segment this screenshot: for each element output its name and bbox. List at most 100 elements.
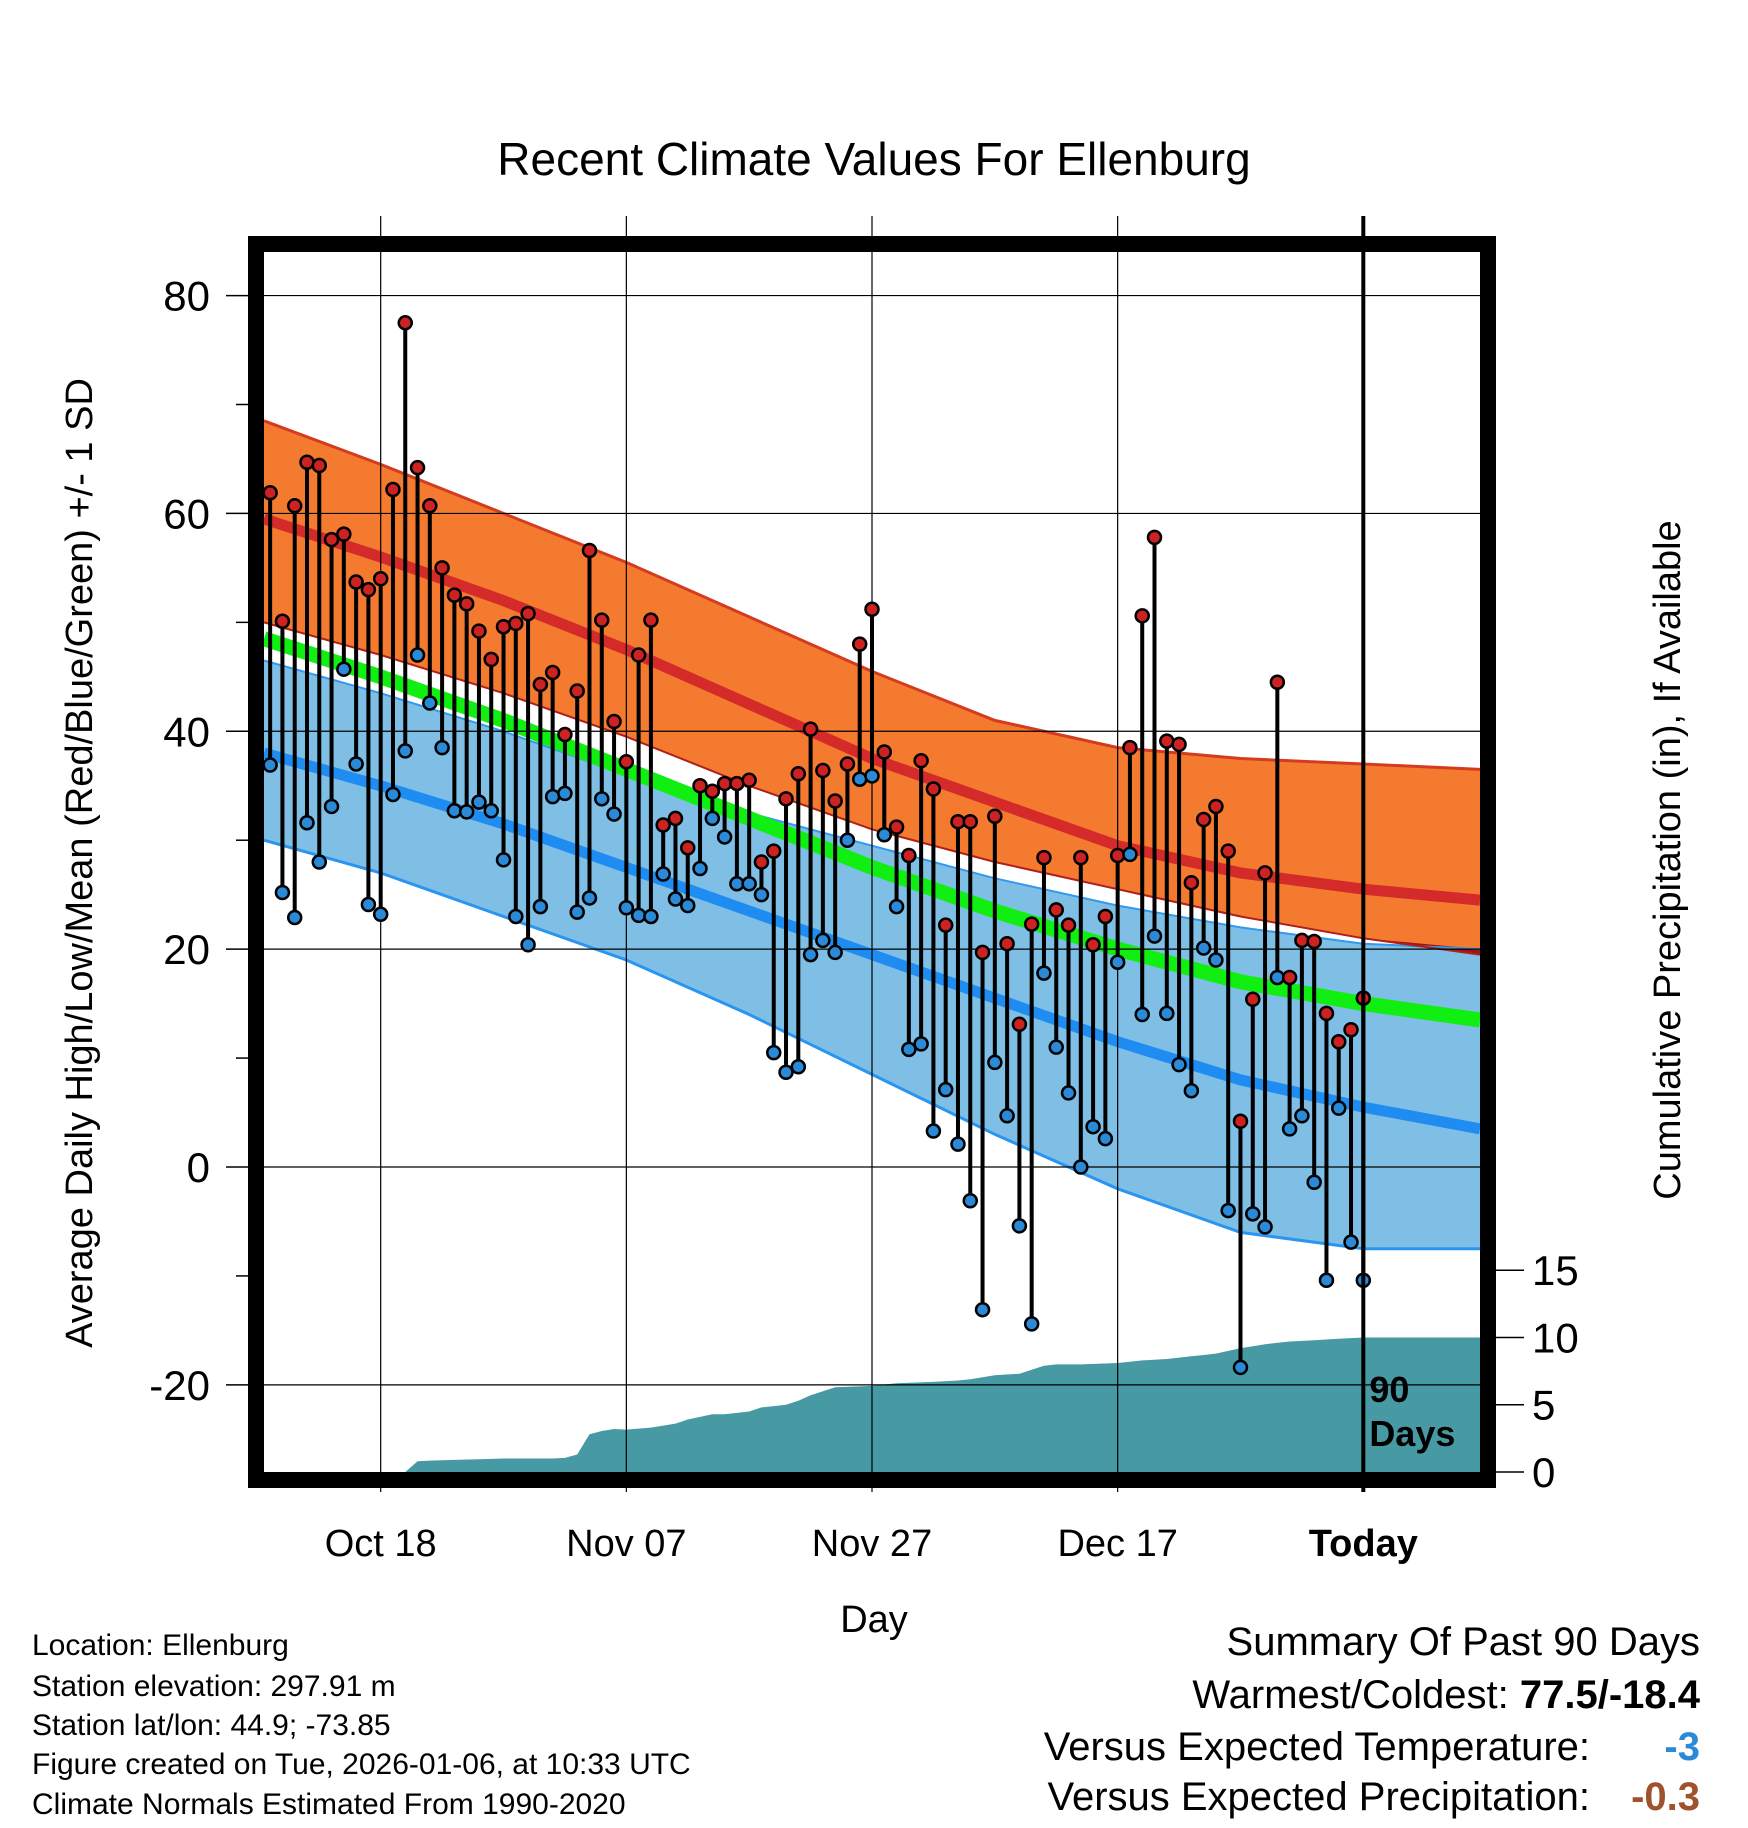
- plot-frame: [248, 236, 1496, 1488]
- daily-high-point: [1306, 933, 1322, 950]
- daily-low-point: [1318, 1272, 1335, 1289]
- daily-high-point: [1011, 1016, 1028, 1033]
- daily-high-point: [839, 756, 856, 772]
- daily-low-point: [458, 804, 475, 820]
- info-elevation: Station elevation: 297.91 m: [32, 1670, 396, 1703]
- daily-high-point: [901, 847, 917, 864]
- x-tick-label: Nov 07: [566, 1523, 686, 1565]
- daily-high-point: [397, 315, 414, 331]
- daily-low-point: [495, 852, 512, 868]
- daily-low-point: [827, 944, 843, 961]
- daily-high-point: [1318, 1005, 1335, 1022]
- daily-low-point: [864, 768, 880, 784]
- daily-low-point: [876, 827, 893, 843]
- daily-low-point: [753, 886, 770, 903]
- daily-low-point: [422, 695, 438, 711]
- daily-high-point: [1073, 849, 1089, 866]
- daily-high-point: [1146, 529, 1163, 546]
- daily-low-point: [1171, 1056, 1187, 1073]
- daily-low-point: [913, 1036, 929, 1052]
- today-days-label-2: Days: [1369, 1413, 1455, 1454]
- daily-low-point: [385, 786, 401, 803]
- daily-low-point: [532, 898, 549, 915]
- daily-low-point: [581, 890, 598, 906]
- daily-low-point: [409, 647, 426, 663]
- daily-low-point: [1183, 1083, 1200, 1099]
- daily-low-point: [569, 904, 585, 920]
- daily-low-point: [1023, 1316, 1040, 1332]
- daily-high-point: [778, 791, 794, 807]
- daily-high-point: [274, 613, 291, 630]
- daily-high-point: [888, 819, 905, 835]
- daily-high-point: [544, 664, 561, 681]
- daily-high-point: [851, 636, 868, 652]
- daily-high-point: [1195, 811, 1212, 828]
- daily-high-point: [643, 612, 659, 628]
- daily-high-point: [962, 813, 979, 830]
- daily-low-point: [1060, 1085, 1077, 1101]
- daily-low-point: [778, 1064, 794, 1080]
- x-tick-label: Today: [1309, 1523, 1418, 1565]
- daily-high-point: [1183, 874, 1200, 891]
- daily-high-point: [1023, 916, 1040, 932]
- daily-low-point: [1306, 1174, 1322, 1190]
- daily-low-point: [434, 739, 450, 756]
- daily-low-point: [1294, 1108, 1310, 1124]
- daily-high-point: [1269, 674, 1286, 691]
- daily-low-point: [716, 829, 733, 845]
- daily-low-point: [483, 803, 499, 819]
- daily-low-point: [888, 898, 905, 915]
- daily-high-point: [1232, 1113, 1249, 1129]
- y2-tick-label: 5: [1532, 1382, 1555, 1429]
- daily-low-point: [1036, 965, 1052, 981]
- daily-high-point: [262, 484, 278, 501]
- daily-high-point: [1048, 902, 1064, 918]
- daily-low-point: [962, 1193, 979, 1209]
- daily-high-point: [594, 612, 610, 628]
- daily-high-point: [1330, 1033, 1347, 1050]
- daily-high-point: [1085, 937, 1101, 953]
- daily-low-point: [336, 661, 352, 677]
- daily-high-point: [655, 817, 671, 833]
- daily-low-point: [446, 803, 463, 819]
- daily-high-point: [765, 843, 782, 859]
- daily-high-point: [1281, 969, 1298, 986]
- daily-low-point: [520, 937, 536, 953]
- daily-high-point: [483, 651, 499, 668]
- daily-low-point: [1330, 1100, 1347, 1116]
- daily-high-point: [1294, 932, 1310, 949]
- daily-low-point: [1048, 1039, 1064, 1055]
- daily-low-point: [1159, 1005, 1175, 1022]
- daily-low-point: [1011, 1218, 1028, 1234]
- daily-high-point: [1097, 908, 1114, 925]
- daily-low-point: [360, 896, 377, 913]
- info-normals-period: Climate Normals Estimated From 1990-2020: [32, 1788, 626, 1821]
- daily-low-point: [655, 866, 671, 882]
- daily-low-point: [999, 1108, 1015, 1124]
- daily-high-point: [729, 775, 745, 792]
- daily-high-point: [790, 766, 807, 782]
- daily-low-point: [1343, 1234, 1359, 1250]
- daily-high-point: [1122, 739, 1138, 756]
- summary-precip-label: Versus Expected Precipitation:: [1047, 1775, 1590, 1819]
- daily-high-point: [434, 560, 450, 576]
- daily-low-point: [471, 794, 487, 810]
- daily-high-point: [422, 498, 438, 514]
- daily-high-point: [286, 498, 303, 514]
- daily-low-point: [323, 798, 340, 815]
- daily-high-point: [372, 571, 389, 587]
- summary-precip-value: -0.3: [1631, 1775, 1700, 1819]
- daily-low-point: [1220, 1202, 1236, 1219]
- daily-low-point: [1146, 928, 1163, 944]
- daily-high-point: [827, 793, 843, 809]
- y2-tick-label: 0: [1532, 1449, 1555, 1496]
- daily-high-point: [1171, 736, 1187, 753]
- daily-high-point: [569, 683, 585, 699]
- y-tick-label: 60: [163, 490, 210, 537]
- y2-tick-label: 10: [1532, 1314, 1579, 1361]
- daily-high-point: [667, 810, 684, 827]
- y-tick-label: 80: [163, 273, 210, 320]
- y2-axis-label: Cumulative Precipitation (in), If Availa…: [1647, 520, 1689, 1199]
- daily-high-point: [692, 778, 708, 794]
- daily-high-point: [360, 581, 377, 598]
